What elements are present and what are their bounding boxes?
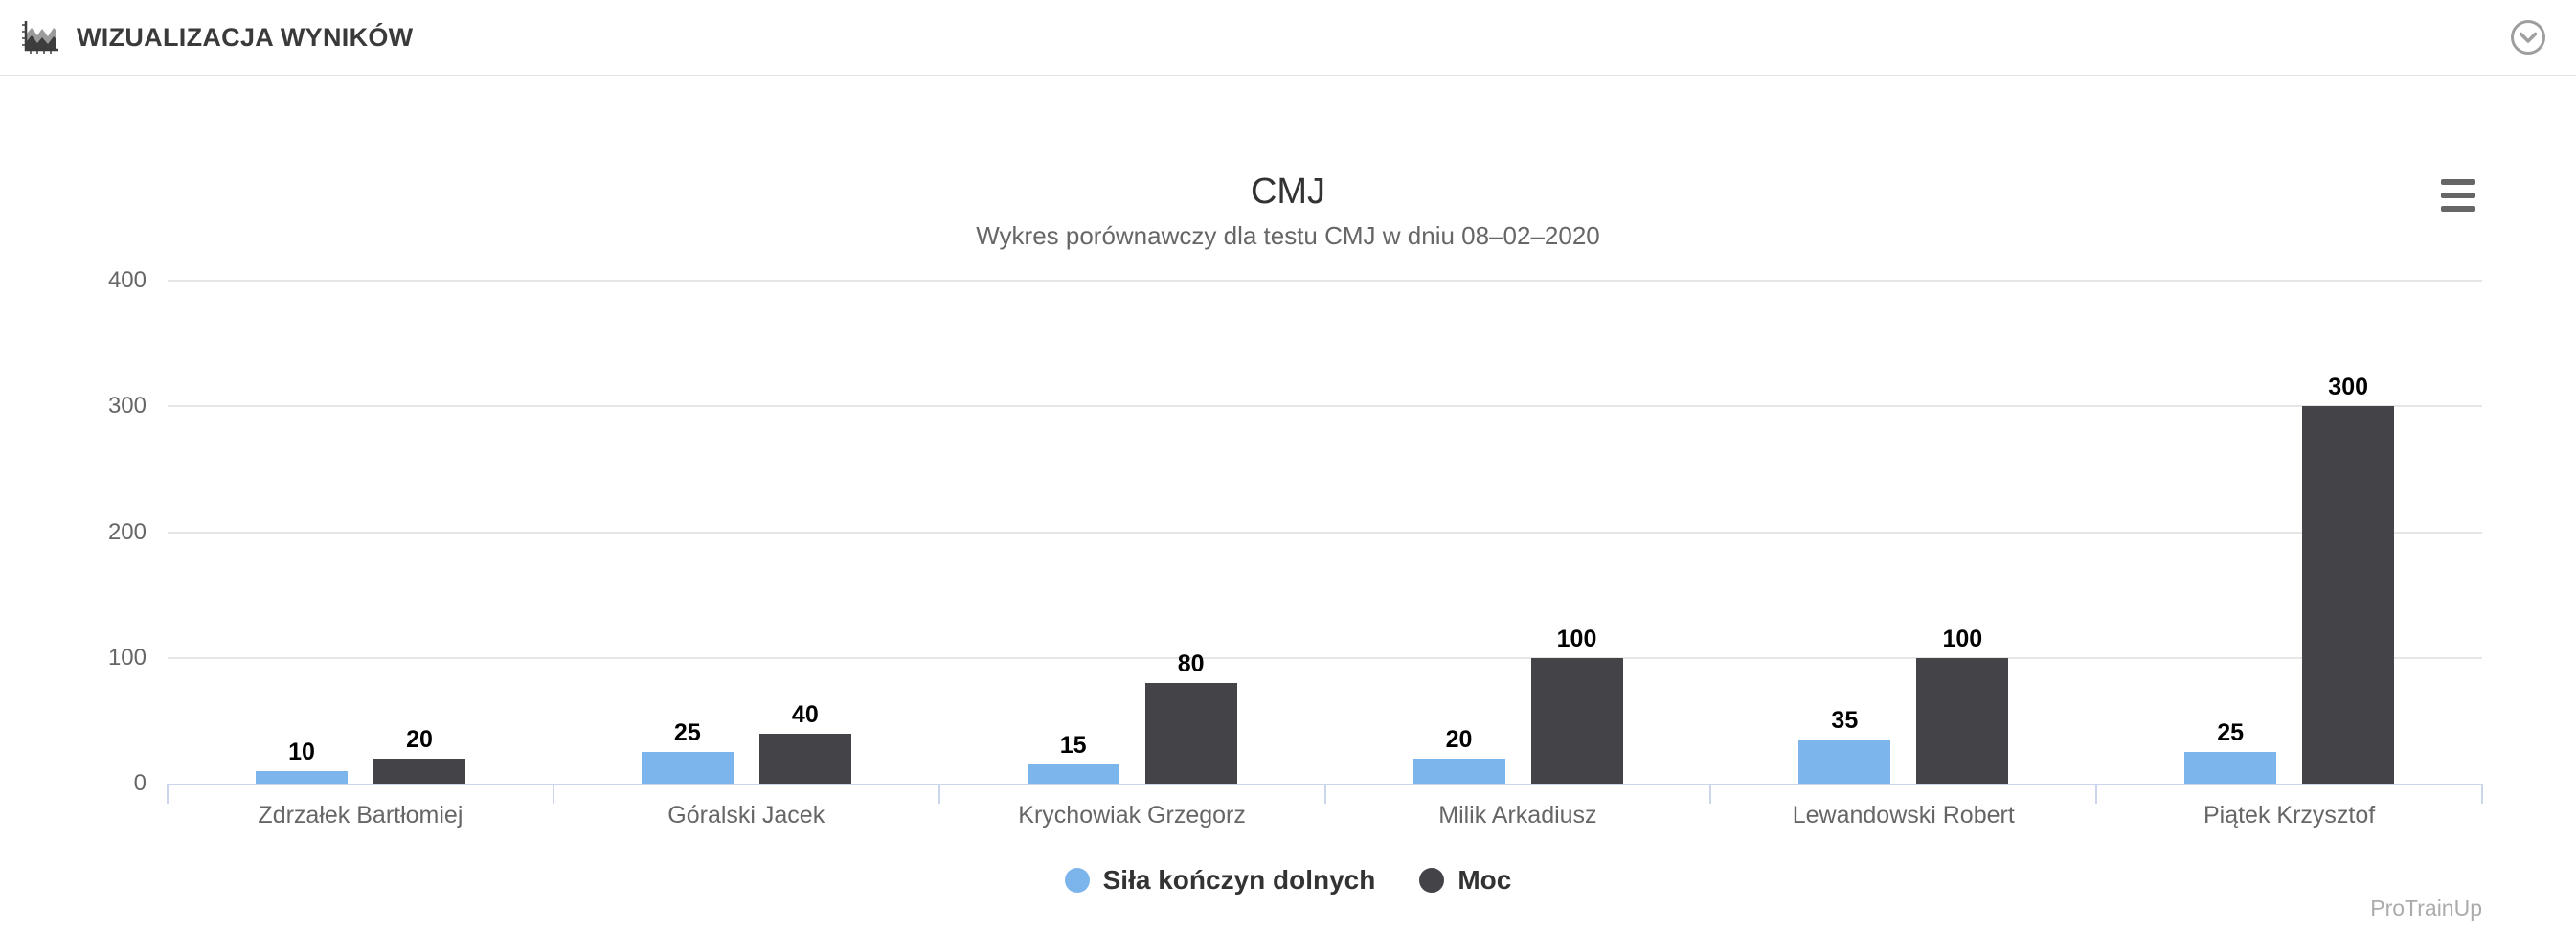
gridline (168, 531, 2482, 534)
series-bar[interactable] (1412, 758, 1505, 784)
legend-label: Siła kończyn dolnych (1102, 865, 1376, 895)
bar-value-label: 80 (1177, 650, 1205, 677)
legend-item[interactable]: Moc (1419, 865, 1511, 896)
bar-value-label: 100 (1556, 625, 1597, 652)
bar-value-label: 35 (1831, 707, 1859, 735)
bar-value-label: 20 (406, 725, 433, 753)
y-axis-label: 200 (107, 518, 147, 545)
x-axis-label: Krychowiak Grzegorz (1018, 802, 1246, 829)
area-chart-icon (21, 17, 61, 57)
legend-marker-icon (1419, 868, 1445, 893)
gridline (168, 280, 2482, 282)
bar-value-label: 15 (1059, 732, 1087, 760)
axis-tick (1323, 785, 1326, 804)
series-bar[interactable] (641, 752, 734, 784)
axis-tick (2095, 785, 2098, 804)
legend-marker-icon (1064, 868, 1090, 893)
axis-tick (552, 785, 554, 804)
x-axis-label: Piątek Krzysztof (2203, 802, 2376, 829)
series-bar[interactable] (1530, 657, 1623, 784)
series-bar[interactable] (1144, 683, 1237, 784)
x-axis-label: Góralski Jacek (667, 802, 825, 829)
series-bar[interactable] (1798, 740, 1891, 784)
bar-value-label: 300 (2328, 374, 2369, 401)
series-bar[interactable] (758, 733, 851, 784)
legend-item[interactable]: Siła kończyn dolnych (1064, 865, 1376, 896)
panel-header-left: WIZUALIZACJA WYNIKÓW (21, 17, 413, 57)
gridline (168, 656, 2482, 659)
watermark: ProTrainUp (2370, 896, 2482, 921)
x-axis-label: Zdrzałek Bartłomiej (258, 802, 463, 829)
axis-tick (167, 785, 169, 804)
y-axis-label: 300 (107, 393, 147, 420)
bar-value-label: 40 (791, 700, 819, 728)
bar-value-label: 10 (288, 738, 315, 765)
chart-legend: Siła kończyn dolnych Moc (0, 865, 2576, 896)
page-title: WIZUALIZACJA WYNIKÓW (77, 22, 414, 52)
axis-tick (1709, 785, 1712, 804)
y-axis-label: 0 (133, 770, 147, 796)
chart-title: CMJ (1250, 171, 1326, 212)
axis-tick (2481, 785, 2483, 804)
chart-subtitle: Wykres porównawczy dla testu CMJ w dniu … (976, 221, 1600, 250)
chart-panel: CMJ Wykres porównawczy dla testu CMJ w d… (0, 76, 2576, 932)
series-bar[interactable] (2302, 406, 2395, 784)
bar-value-label: 100 (1942, 625, 1983, 652)
y-axis-label: 100 (107, 644, 147, 671)
legend-label: Moc (1457, 865, 1512, 895)
series-bar[interactable] (1916, 657, 2009, 784)
chevron-down-circle-icon[interactable] (2509, 18, 2547, 57)
gridline (168, 405, 2482, 408)
bar-value-label: 20 (1445, 725, 1473, 753)
x-axis-label: Milik Arkadiusz (1438, 802, 1597, 829)
bar-value-label: 25 (2217, 719, 2245, 747)
bar-value-label: 25 (673, 719, 701, 747)
y-axis-label: 400 (107, 267, 147, 293)
panel-header: WIZUALIZACJA WYNIKÓW (0, 0, 2576, 76)
axis-tick (938, 785, 940, 804)
series-bar[interactable] (373, 758, 465, 784)
series-bar[interactable] (256, 770, 348, 784)
hamburger-menu-icon[interactable] (2439, 177, 2479, 214)
series-bar[interactable] (1027, 764, 1119, 784)
x-axis-label: Lewandowski Robert (1792, 802, 2015, 829)
series-bar[interactable] (2184, 752, 2277, 784)
